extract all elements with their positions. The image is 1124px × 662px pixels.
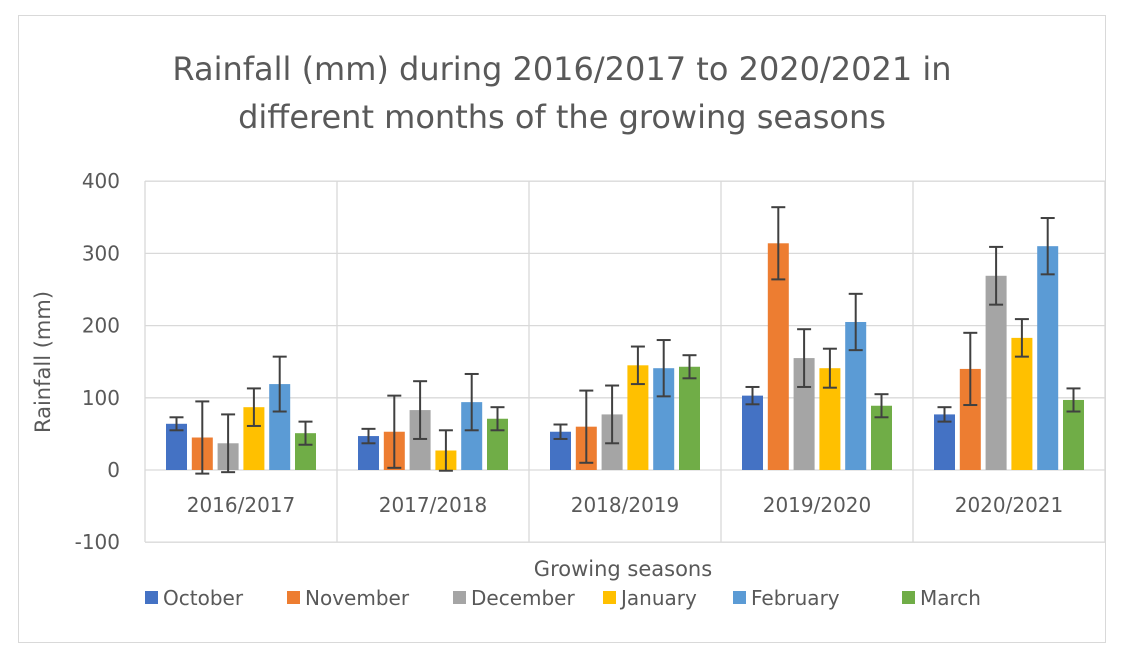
legend: October November December January February Ma… (145, 586, 981, 610)
legend-item-february: February (733, 586, 840, 610)
legend-item-november: November (287, 586, 410, 610)
legend-label: March (920, 586, 981, 610)
y-tick-label: -100 (75, 530, 120, 554)
legend-swatch (453, 591, 466, 604)
bar-february (845, 321, 867, 470)
legend-label: October (163, 586, 244, 610)
chart-frame (18, 15, 1106, 643)
legend-item-october: October (145, 586, 244, 610)
y-tick-label: 0 (107, 458, 120, 482)
x-tick-label: 2019/2020 (763, 493, 872, 517)
bar-february (269, 384, 291, 470)
legend-item-january: January (603, 586, 697, 610)
y-axis-label: Rainfall (mm) (31, 291, 55, 433)
bar-december (985, 275, 1007, 470)
legend-swatch (287, 591, 300, 604)
bar-january (243, 407, 265, 470)
y-tick-label: 400 (82, 169, 120, 193)
legend-swatch (603, 591, 616, 604)
x-axis-ticks: 2016/2017 2017/2018 2018/2019 2019/2020 2020… (187, 493, 1064, 517)
legend-swatch (902, 591, 915, 604)
legend-label: December (471, 586, 575, 610)
bar-october (550, 431, 571, 470)
bar-february (1037, 246, 1059, 470)
legend-label: January (619, 586, 697, 610)
bar-february (653, 368, 675, 470)
legend-item-march: March (902, 586, 981, 610)
bar-october (358, 436, 379, 470)
gridlines (144, 180, 1106, 543)
bar-march (487, 418, 508, 470)
legend-label: February (751, 586, 840, 610)
bar-january (627, 365, 649, 470)
bar-march (679, 366, 700, 470)
bar-october (166, 423, 187, 470)
bar-january (1011, 337, 1033, 470)
bar-march (871, 405, 892, 470)
bar-march (295, 433, 316, 470)
legend-label: November (305, 586, 410, 610)
bar-november (767, 243, 789, 470)
x-tick-label: 2020/2021 (955, 493, 1064, 517)
legend-swatch (733, 591, 746, 604)
bar-january (819, 368, 841, 470)
x-tick-label: 2018/2019 (571, 493, 680, 517)
chart-title-line-1: Rainfall (mm) during 2016/2017 to 2020/2… (172, 50, 951, 88)
bar-february (461, 402, 483, 470)
legend-item-december: December (453, 586, 575, 610)
chart-title-line-2: different months of the growing seasons (238, 98, 886, 136)
error-bars (169, 206, 1081, 475)
x-tick-label: 2017/2018 (379, 493, 488, 517)
x-tick-label: 2016/2017 (187, 493, 296, 517)
y-axis-ticks: -100 0 100 200 300 400 (75, 169, 120, 554)
x-axis-label: Growing seasons (534, 557, 712, 581)
bar-october (934, 414, 955, 470)
y-tick-label: 100 (82, 386, 120, 410)
y-tick-label: 300 (82, 241, 120, 265)
bar-november (959, 368, 981, 470)
bars (166, 243, 1084, 470)
bar-march (1063, 399, 1084, 470)
bar-october (742, 395, 763, 470)
bar-december (409, 410, 431, 470)
legend-swatch (145, 591, 158, 604)
y-tick-label: 200 (82, 314, 120, 338)
